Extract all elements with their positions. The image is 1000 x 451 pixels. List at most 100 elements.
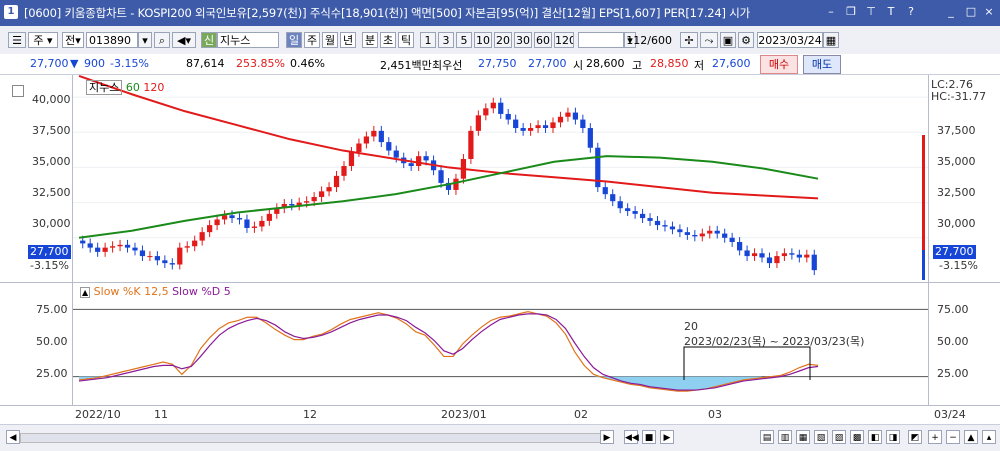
scroll-right-icon[interactable]: ▶ [600,430,614,444]
scroll-left-icon[interactable]: ◀ [6,430,20,444]
candle-body [737,242,743,251]
period-year[interactable]: 년 [340,32,356,48]
interval-20[interactable]: 20 [494,32,512,48]
trend-icon[interactable]: ⤳ [700,32,718,48]
candle-body [729,237,735,243]
stop-icon[interactable]: ■ [642,430,656,444]
low-label: 저 [694,59,705,72]
interval-120[interactable]: 120 [554,32,574,48]
candle-body [356,143,362,152]
bottom-bar: ◀ ▶ ◀◀ ■ ▶ ▤ ▥ ▦ ▧ ▨ ▩ ◧ ◨ ◩ + − ▲ ▴ [0,424,1000,451]
legend-ma120[interactable]: 120 [143,81,165,94]
tool-icon[interactable]: ▥ [778,430,792,444]
x-tick: 02 [574,408,588,421]
interval-30[interactable]: 30 [514,32,532,48]
interval-3[interactable]: 3 [438,32,454,48]
best-quote-label: 최우선 [432,59,463,72]
close-icon[interactable]: × [984,5,994,18]
sound-icon[interactable]: ◀▾ [172,32,196,48]
legend-slow-d[interactable]: Slow %D 5 [172,285,231,298]
market-select[interactable]: 주 ▾ [28,32,58,48]
tool-icon[interactable]: ◨ [886,430,900,444]
stoch-menu-icon[interactable]: ▲ [80,287,91,298]
x-tick: 12 [303,408,317,421]
candle-body [513,119,519,129]
code-dropdown-icon[interactable]: ▾ [138,32,152,48]
period-minute[interactable]: 분 [362,32,378,48]
candle-body [147,256,153,258]
y-tick-left: 35,000 [32,155,71,168]
candle-body [333,175,340,188]
candle-body [453,178,459,190]
sell-button[interactable]: 매도 [803,55,841,74]
legend-slow-k[interactable]: Slow %K 12,5 [93,285,169,298]
settings-icon[interactable]: ⚙ [738,32,754,48]
candle-body [483,108,489,116]
calendar-icon[interactable]: ▦ [823,32,839,48]
slow-d-line [78,313,819,391]
interval-5[interactable]: 5 [456,32,472,48]
tool-icon[interactable]: ▦ [796,430,810,444]
tool-icon[interactable]: ▨ [832,430,846,444]
play-icon[interactable]: ▶ [660,430,674,444]
custom-interval-input[interactable] [578,32,624,48]
candle-body [684,232,690,235]
help-icon[interactable]: ? [908,5,914,18]
panel-menu-icon[interactable] [12,85,24,97]
interval-10[interactable]: 10 [474,32,492,48]
candle-body [311,196,317,202]
candle-body [722,233,728,238]
stock-code-input[interactable]: 013890 [86,32,138,48]
candle-body [393,150,399,158]
candle-body [169,263,175,265]
horizontal-scrollbar[interactable] [20,433,602,443]
custom-interval-dropdown-icon[interactable]: ▾ [624,32,636,48]
minimize-window-icon[interactable]: _ [948,5,954,18]
pin-icon[interactable]: ⊤ [866,5,876,18]
date-input[interactable]: 2023/03/24 [757,32,823,48]
legend-stock-name[interactable]: 지누스 [86,80,123,95]
candle-body [542,125,549,129]
candle-body [759,253,765,258]
stoch-y-tick-left: 25.00 [36,367,68,380]
zoom-in-icon[interactable]: + [928,430,942,444]
restore-icon[interactable]: ❐ [846,5,856,18]
legend-ma60[interactable]: 60 [125,81,140,94]
period-day[interactable]: 일 [286,32,302,48]
maximize-icon[interactable]: □ [965,5,977,18]
interval-1[interactable]: 1 [420,32,436,48]
scroll-up-icon[interactable]: ▲ [964,430,978,444]
tool-icon[interactable]: ▧ [814,430,828,444]
tool-icon[interactable]: ▤ [760,430,774,444]
ask-price: 27,750 [478,57,517,70]
period-second[interactable]: 초 [380,32,396,48]
minimize-icon[interactable]: – [828,5,834,18]
interval-60[interactable]: 60 [534,32,552,48]
candle-body [244,219,250,228]
period-week[interactable]: 주 [304,32,320,48]
candle-body [781,253,788,257]
stock-name-field[interactable]: 지누스 [217,32,279,48]
price-chart[interactable] [73,75,928,282]
period-month[interactable]: 월 [322,32,338,48]
rewind-icon[interactable]: ◀◀ [624,430,639,444]
candle-body [109,246,116,248]
text-tool-icon[interactable]: T [887,5,895,18]
range-select[interactable]: 전▾ [62,32,84,48]
tool-icon[interactable]: ◧ [868,430,882,444]
buy-button[interactable]: 매수 [760,55,798,74]
options-icon[interactable]: ▴ [982,430,996,444]
search-icon[interactable]: ⌕ [154,32,170,48]
list-icon[interactable]: ☰ [8,32,26,48]
indicator-icon[interactable]: ✢ [680,32,698,48]
tool-icon[interactable]: ◩ [908,430,922,444]
save-icon[interactable]: ▣ [720,32,736,48]
toolbar: ☰ 주 ▾ 전▾ 013890 ▾ ⌕ ◀▾ 신 지누스 일 주 월 년 분 초… [0,26,1000,55]
stochastic-chart[interactable] [73,283,928,405]
tool-icon[interactable]: ▩ [850,430,864,444]
stoch-right-axis: 75.00 50.00 25.00 [928,283,1000,405]
candle-body [378,130,384,143]
stoch-y-tick-left: 50.00 [36,335,68,348]
period-tick[interactable]: 틱 [398,32,414,48]
zoom-out-icon[interactable]: − [946,430,960,444]
